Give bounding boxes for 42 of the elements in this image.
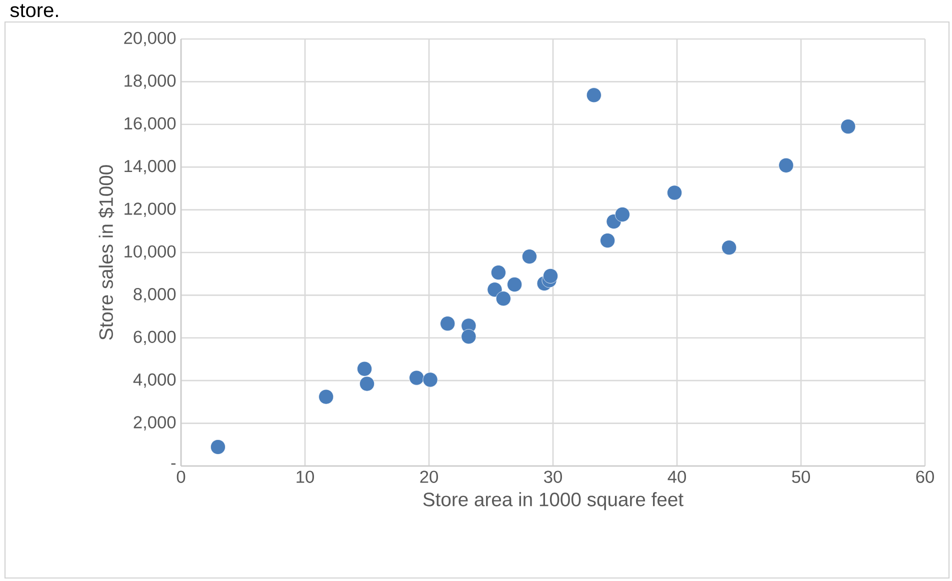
point bbox=[496, 291, 511, 306]
point bbox=[490, 265, 506, 280]
point bbox=[666, 185, 682, 200]
point bbox=[422, 372, 438, 388]
point bbox=[487, 282, 502, 298]
y-tick-label: 12,000 bbox=[124, 202, 176, 217]
point bbox=[840, 118, 856, 134]
point bbox=[409, 370, 424, 386]
text: store. bbox=[10, 4, 58, 18]
point bbox=[522, 249, 537, 264]
point bbox=[318, 389, 334, 404]
y-tick-label: 10,000 bbox=[124, 245, 176, 260]
x-tick-label: 40 bbox=[668, 470, 686, 483]
x-tick-label: 20 bbox=[420, 470, 438, 483]
y-tick-label: 4,000 bbox=[133, 373, 176, 388]
point bbox=[614, 206, 630, 222]
y-tick-label: - bbox=[171, 463, 176, 465]
point bbox=[210, 439, 226, 455]
y-tick-label: 2,000 bbox=[134, 416, 176, 430]
x-tick-label: 0 bbox=[176, 470, 186, 483]
point bbox=[507, 276, 522, 292]
point bbox=[722, 240, 737, 256]
x-tick-label: 60 bbox=[916, 470, 934, 483]
point bbox=[586, 88, 602, 103]
y-tick-label: 14,000 bbox=[124, 160, 176, 174]
point bbox=[600, 233, 616, 248]
point bbox=[356, 361, 372, 376]
point bbox=[461, 329, 476, 344]
x-tick-label: 10 bbox=[296, 470, 314, 483]
point bbox=[359, 376, 375, 392]
point bbox=[440, 316, 456, 332]
point bbox=[542, 268, 558, 284]
x-axis-title: Store area in 1000 square feet bbox=[423, 492, 684, 510]
x-tick-label: 30 bbox=[544, 470, 562, 483]
y-tick-label: 6,000 bbox=[134, 330, 176, 346]
x-tick-label: 50 bbox=[792, 470, 810, 483]
point bbox=[778, 158, 794, 173]
y-tick-label: 18,000 bbox=[124, 74, 176, 89]
y-tick-label: 8,000 bbox=[134, 288, 176, 302]
y-tick-label: 16,000 bbox=[124, 117, 176, 132]
y-tick-label: 20,000 bbox=[124, 32, 176, 46]
y-axis-title: Store sales in $1000 bbox=[98, 165, 114, 340]
